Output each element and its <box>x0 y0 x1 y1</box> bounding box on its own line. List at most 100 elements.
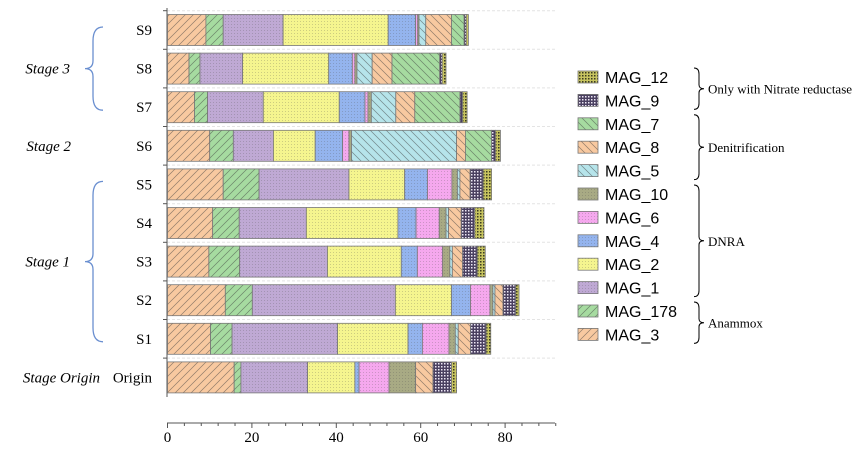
bar-segment-MAG_6-S6 <box>342 129 350 162</box>
bar-segment-MAG_5-S9 <box>418 14 427 46</box>
bar-segment-MAG_4-S9 <box>387 14 417 46</box>
bar-segment-MAG_2-S8 <box>242 52 330 85</box>
bar-segment-MAG_4-S4 <box>397 207 417 239</box>
bar-segment-MAG_8-S5 <box>459 168 471 201</box>
bar-segment-MAG_8-S2 <box>494 284 504 317</box>
bar-segment-MAG_10-S7 <box>367 91 372 124</box>
bar-group-S5 <box>167 168 492 201</box>
bar-segment-MAG_3-Origin <box>167 361 235 394</box>
legend-label: MAG_10 <box>605 187 668 204</box>
legend-group-brace <box>693 114 705 181</box>
bar-segment-MAG_8-S6 <box>456 129 466 162</box>
bar-segment-MAG_2-S3 <box>327 245 402 278</box>
bar-segment-MAG_9-S4 <box>460 207 476 239</box>
bar-group-S8 <box>167 52 447 85</box>
bar-segment-MAG_4-S7 <box>338 91 366 124</box>
bar-segment-MAG_4-S5 <box>404 168 428 201</box>
stage-label: Stage 2 <box>26 139 71 155</box>
y-tick-label: S4 <box>136 216 152 232</box>
bar-segment-MAG_9-S6 <box>491 129 496 162</box>
legend-label: MAG_5 <box>605 164 659 181</box>
bar-group-S7 <box>167 91 468 124</box>
bar-segment-MAG_6-S5 <box>427 168 453 201</box>
bar-segment-MAG_3-S3 <box>167 245 210 278</box>
bar-segment-MAG_9-Origin <box>432 361 452 394</box>
legend-item-MAG_6: MAG_6 <box>577 210 659 227</box>
legend-label: MAG_1 <box>605 281 659 298</box>
legend-swatch <box>577 70 599 84</box>
bar-group-Origin <box>167 361 457 394</box>
bar-segment-MAG_8-S7 <box>395 91 416 124</box>
bar-segment-MAG_1-S1 <box>231 322 338 355</box>
legend-item-MAG_1: MAG_1 <box>577 281 659 298</box>
legend-group-label: Only with Nitrate reductase <box>708 82 852 97</box>
bar-segment-MAG_1-S5 <box>258 168 350 201</box>
bar-segment-MAG_3-S9 <box>167 14 207 46</box>
bar-segment-MAG_178-Origin <box>233 361 242 394</box>
legend-label: MAG_7 <box>605 117 659 134</box>
stage-label: Stage Origin <box>23 370 100 386</box>
legend-label: MAG_8 <box>605 140 659 157</box>
bar-segment-MAG_178-S7 <box>194 91 208 124</box>
stage-brace <box>84 180 104 343</box>
legend-swatch <box>577 304 599 318</box>
bar-segment-MAG_10-S3 <box>442 245 451 278</box>
y-tick-label: S6 <box>136 139 152 155</box>
bar-segment-MAG_10-S4 <box>438 207 447 239</box>
legend-group-brace <box>693 67 705 110</box>
bar-segment-MAG_2-S6 <box>273 129 316 162</box>
legend-item-MAG_4: MAG_4 <box>577 234 659 251</box>
legend-group-label: Anammox <box>708 316 763 331</box>
legend-label: MAG_4 <box>605 234 659 251</box>
bar-segment-MAG_3-S1 <box>167 322 211 355</box>
bar-segment-MAG_178-S1 <box>210 322 233 355</box>
bar-segment-MAG_10-S2 <box>489 284 494 317</box>
bar-segment-MAG_12-S4 <box>474 207 485 239</box>
legend-swatch <box>577 210 599 224</box>
bar-segment-MAG_9-S5 <box>469 168 484 201</box>
y-tick-label: S1 <box>136 332 152 348</box>
legend-group-brace <box>693 184 705 298</box>
x-tick-label: 20 <box>244 430 259 446</box>
bar-segment-MAG_12-S6 <box>494 129 501 162</box>
bar-segment-MAG_12-S1 <box>485 322 492 355</box>
y-tick-label: S7 <box>136 100 152 116</box>
y-tick-label: S2 <box>136 293 152 309</box>
bar-segment-MAG_1-S4 <box>238 207 307 239</box>
bar-segment-MAG_2-S5 <box>348 168 406 201</box>
bar-segment-MAG_5-S1 <box>454 322 459 355</box>
bar-segment-MAG_3-S8 <box>167 52 190 85</box>
bar-segment-MAG_178-S9 <box>205 14 224 46</box>
bar-segment-MAG_10-S1 <box>448 322 456 355</box>
bar-segment-MAG_10-S5 <box>451 168 458 201</box>
stage-label: Stage 1 <box>25 255 70 271</box>
bar-segment-MAG_12-S8 <box>441 52 447 85</box>
bar-segment-MAG_178-S5 <box>222 168 260 201</box>
bar-segment-MAG_6-S1 <box>421 322 450 355</box>
bar-segment-MAG_4-S1 <box>407 322 423 355</box>
bar-segment-MAG_12-S5 <box>482 168 492 201</box>
bar-segment-MAG_2-S4 <box>305 207 399 239</box>
bar-segment-MAG_12-Origin <box>451 361 457 394</box>
x-tick-label: 60 <box>413 430 428 446</box>
legend-label: MAG_12 <box>605 70 668 87</box>
bar-group-S3 <box>167 245 486 278</box>
bar-segment-MAG_2-S2 <box>394 284 452 317</box>
bar-group-S9 <box>167 14 469 46</box>
bar-segment-MAG_5-S7 <box>370 91 397 124</box>
y-tick-label: S9 <box>136 23 152 39</box>
bar-segment-MAG_2-S7 <box>262 91 340 124</box>
legend-swatch <box>577 257 599 271</box>
legend-label: MAG_6 <box>605 210 659 227</box>
bar-segment-MAG_1-S3 <box>239 245 328 278</box>
bar-segment-MAG_8-S1 <box>457 322 471 355</box>
legend-swatch <box>577 234 599 248</box>
legend-item-MAG_7: MAG_7 <box>577 117 659 134</box>
bar-segment-MAG_2-S1 <box>337 322 409 355</box>
bar-segment-MAG_6-S7 <box>364 91 369 124</box>
bar-segment-MAG_12-S3 <box>476 245 486 278</box>
legend-swatch <box>577 94 599 107</box>
legend-item-MAG_12: MAG_12 <box>577 70 668 87</box>
